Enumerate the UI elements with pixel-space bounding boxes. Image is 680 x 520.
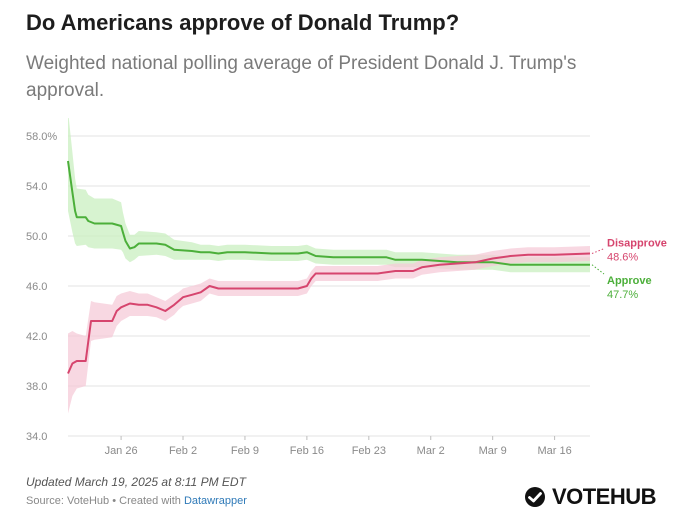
y-tick-label-2: 50.0 <box>26 231 47 243</box>
approve-end-value: 47.7% <box>607 289 638 301</box>
disapprove-line <box>67 252 591 374</box>
check-circle-icon <box>524 487 545 507</box>
source-note: Source: VoteHub • Created with Datawrapp… <box>26 495 247 507</box>
x-tick-label-6: Mar 9 <box>479 445 507 457</box>
disapprove-confidence-band <box>68 246 590 414</box>
approve-end-label: Approve <box>607 275 652 287</box>
y-tick-label-4: 42.0 <box>26 331 47 343</box>
brand-name: VOTEHUB <box>551 484 657 509</box>
votehub-logo: VOTEHUB <box>524 484 657 510</box>
disapprove-end-value: 48.6% <box>607 252 638 264</box>
chart-subtitle: Weighted national polling average of Pre… <box>26 53 577 101</box>
x-tick-label-2: Feb 9 <box>231 445 259 457</box>
updated-timestamp: Updated March 19, 2025 at 8:11 PM EDT <box>26 475 246 489</box>
x-tick-label-0: Jan 26 <box>105 445 138 457</box>
source-text: Source: VoteHub • Created with <box>26 495 184 507</box>
approval-chart: 58.0% 54.0 50.0 46.0 42.0 38.0 34.0 Jan 26 Feb 2… <box>26 118 667 457</box>
approve-line <box>67 160 590 266</box>
y-tick-label-6: 34.0 <box>26 431 47 443</box>
y-tick-label-3: 46.0 <box>26 281 47 293</box>
y-tick-label-0: 58.0% <box>26 131 57 143</box>
disapprove-end-label: Disapprove <box>607 238 667 250</box>
x-tick-label-5: Mar 2 <box>417 445 445 457</box>
chart-title: Do Americans approve of Donald Trump? <box>26 10 460 35</box>
x-tick-label-3: Feb 16 <box>290 445 324 457</box>
approve-label-connector <box>591 264 605 275</box>
datawrapper-link[interactable]: Datawrapper <box>183 495 247 507</box>
x-tick-label-4: Feb 23 <box>352 445 386 457</box>
disapprove-label-connector <box>591 248 605 254</box>
x-tick-label-7: Mar 16 <box>537 445 571 457</box>
x-tick-label-1: Feb 2 <box>169 445 197 457</box>
y-tick-label-5: 38.0 <box>26 381 47 393</box>
y-tick-label-1: 54.0 <box>26 181 47 193</box>
